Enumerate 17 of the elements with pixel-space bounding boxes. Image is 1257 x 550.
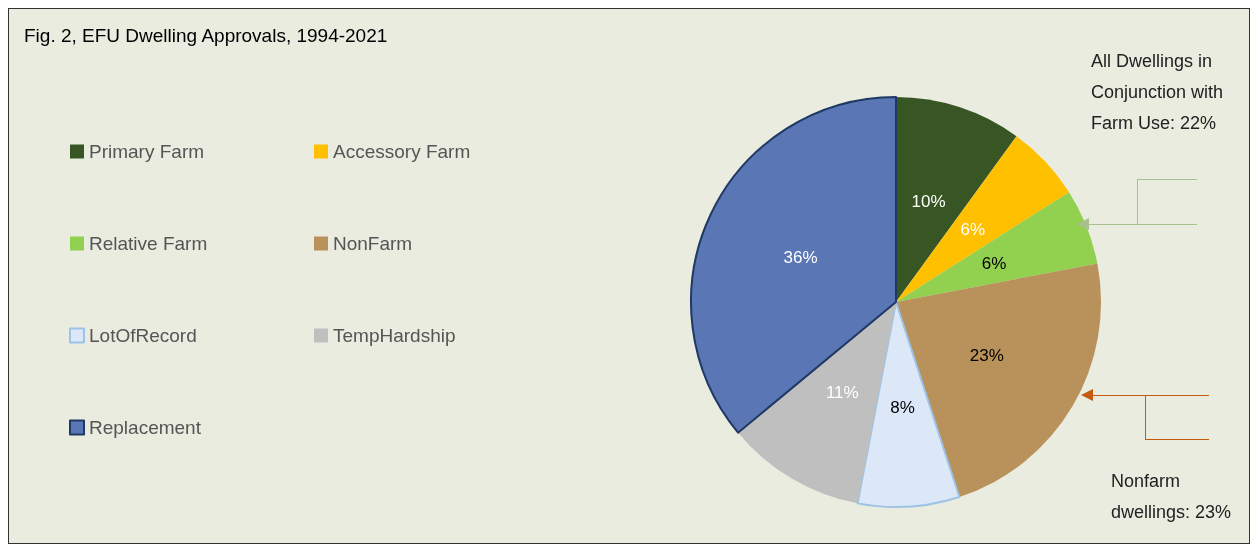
- data-label: 10%: [911, 192, 946, 212]
- legend-label: TempHardship: [333, 325, 456, 346]
- legend-label: NonFarm: [333, 233, 413, 254]
- data-label: 36%: [783, 247, 818, 267]
- data-label: 6%: [981, 253, 1007, 273]
- legend-label: Primary Farm: [89, 141, 205, 162]
- text: All Dwellings in Conjunction with Farm Use: 22%: [1091, 50, 1229, 133]
- chart-title: Fig. 2, EFU Dwelling Approvals, 1994-2021: [24, 25, 388, 46]
- data-label: 23%: [969, 346, 1004, 366]
- data-label: 11%: [825, 383, 859, 403]
- text: Nonfarm dwellings: 23%: [1111, 470, 1232, 522]
- legend-label: LotOfRecord: [89, 325, 197, 346]
- data-label: 8%: [890, 397, 915, 417]
- data-label: 6%: [960, 220, 986, 240]
- legend-label: Replacement: [89, 417, 202, 438]
- legend-label: Relative Farm: [89, 233, 208, 254]
- legend-label: Accessory Farm: [333, 141, 471, 162]
